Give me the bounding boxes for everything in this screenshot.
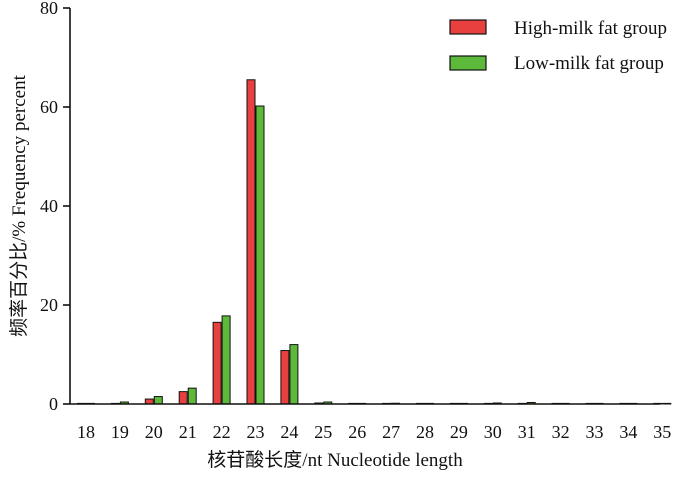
x-tick-label-23: 23: [247, 422, 265, 442]
bar-high-21: [178, 391, 188, 405]
x-tick-label-29: 29: [450, 422, 468, 442]
bar-low-23: [255, 105, 265, 405]
bar-high-23: [246, 79, 256, 405]
x-tick-label-24: 24: [280, 422, 298, 442]
x-ticks: 18 19 20 21 22 23 24 25 26 27 28 29 30 31 32 33 34 35: [77, 422, 671, 442]
x-tick-label-31: 31: [518, 422, 536, 442]
x-tick-label-20: 20: [145, 422, 163, 442]
bar-high-24: [280, 350, 290, 405]
x-tick-label-28: 28: [416, 422, 434, 442]
x-tick-label-26: 26: [348, 422, 366, 442]
bar-low-35: [662, 402, 672, 405]
legend-label-high-milk-fat: High-milk fat group: [514, 18, 667, 39]
y-ticks: 0 20 40 60 80: [40, 0, 70, 414]
y-tick-label-60: 60: [40, 97, 58, 117]
y-tick-label-20: 20: [40, 295, 58, 315]
x-tick-label-32: 32: [552, 422, 570, 442]
x-tick-label-33: 33: [586, 422, 604, 442]
bar-low-20: [153, 396, 163, 405]
x-tick-label-34: 34: [619, 422, 637, 442]
legend-swatch-high-milk-fat: [449, 19, 487, 35]
x-tick-label-21: 21: [179, 422, 197, 442]
x-tick-label-27: 27: [382, 422, 400, 442]
x-tick-label-30: 30: [484, 422, 502, 442]
x-tick-label-22: 22: [213, 422, 231, 442]
y-tick-label-40: 40: [40, 196, 58, 216]
bar-low-21: [187, 387, 197, 405]
legend-swatch-low-milk-fat: [449, 55, 487, 71]
legend-label-low-milk-fat: Low-milk fat group: [514, 53, 664, 74]
x-axis-title: 核苷酸长度/nt Nucleotide length: [207, 449, 463, 471]
x-tick-label-25: 25: [314, 422, 332, 442]
bars-layer: [77, 79, 672, 405]
bar-high-22: [212, 321, 222, 405]
y-tick-label-80: 80: [40, 0, 58, 18]
x-tick-label-18: 18: [77, 422, 95, 442]
x-tick-label-19: 19: [111, 422, 129, 442]
y-axis-title: 频率百分比/% Frequency percent: [8, 74, 30, 336]
bar-low-22: [221, 315, 231, 405]
bar-low-24: [289, 344, 299, 405]
y-tick-label-0: 0: [49, 394, 58, 414]
x-tick-label-35: 35: [653, 422, 671, 442]
legend: High-milk fat group Low-milk fat group: [449, 18, 667, 74]
